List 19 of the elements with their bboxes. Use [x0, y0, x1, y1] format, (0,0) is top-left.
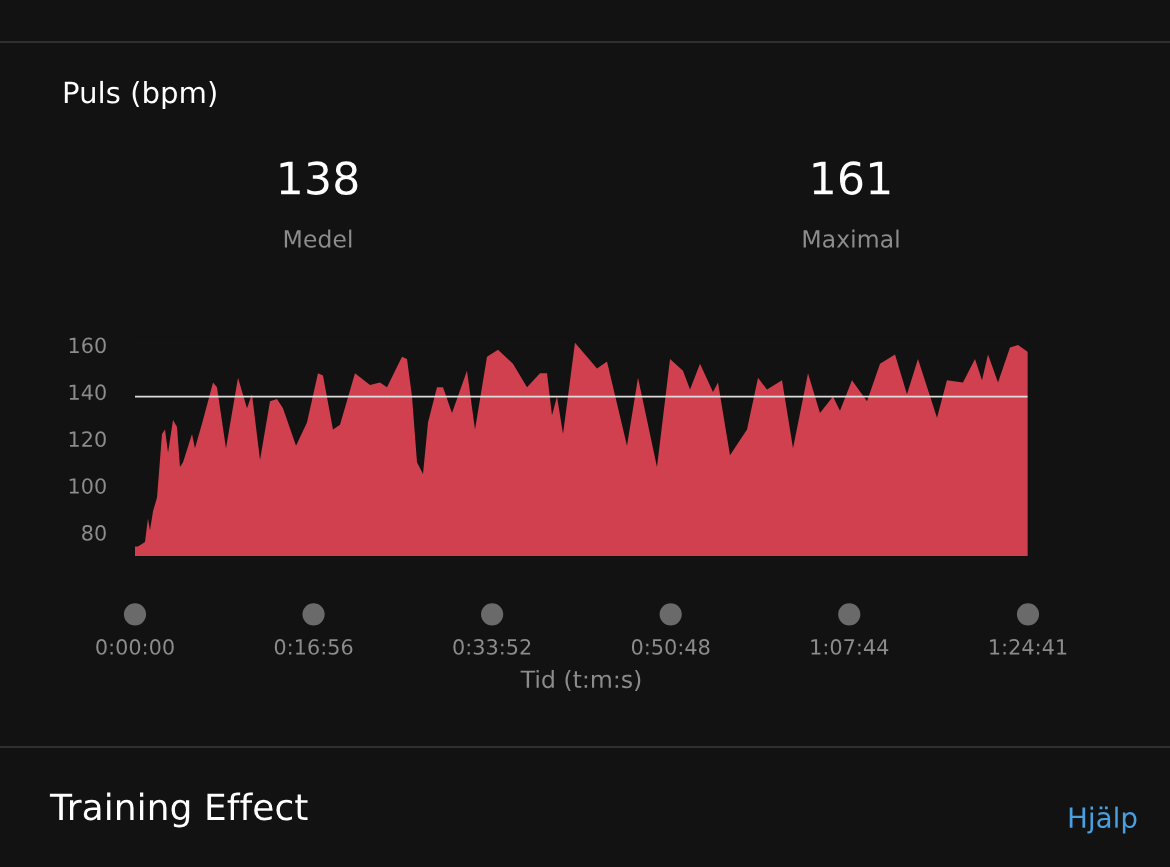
y-tick-label: 160	[69, 337, 106, 354]
y-tick-label: 120	[69, 431, 106, 448]
x-tick-label: 1:24:41	[990, 639, 1067, 655]
x-axis-title: Tid (t:m:s)	[520, 669, 641, 691]
chart-title: Puls (bpm)	[64, 80, 216, 110]
text: Hjälp	[1069, 806, 1137, 834]
text: 138	[280, 161, 358, 195]
text: Training Effect	[49, 792, 308, 828]
y-tick-label: 140	[69, 384, 106, 401]
text: Maximal	[803, 229, 899, 248]
x-tick-label: 1:07:44	[811, 639, 889, 655]
x-tick-label: 0:33:52	[453, 639, 531, 655]
text: 161	[813, 161, 890, 195]
y-tick-label: 100	[69, 478, 106, 494]
x-tick-label: 0:16:56	[274, 639, 353, 655]
y-tick-label: 80	[82, 525, 106, 541]
x-tick-label: 0:00:00	[96, 639, 174, 655]
text: Medel	[284, 229, 352, 248]
x-tick-label: 0:50:48	[631, 639, 710, 655]
